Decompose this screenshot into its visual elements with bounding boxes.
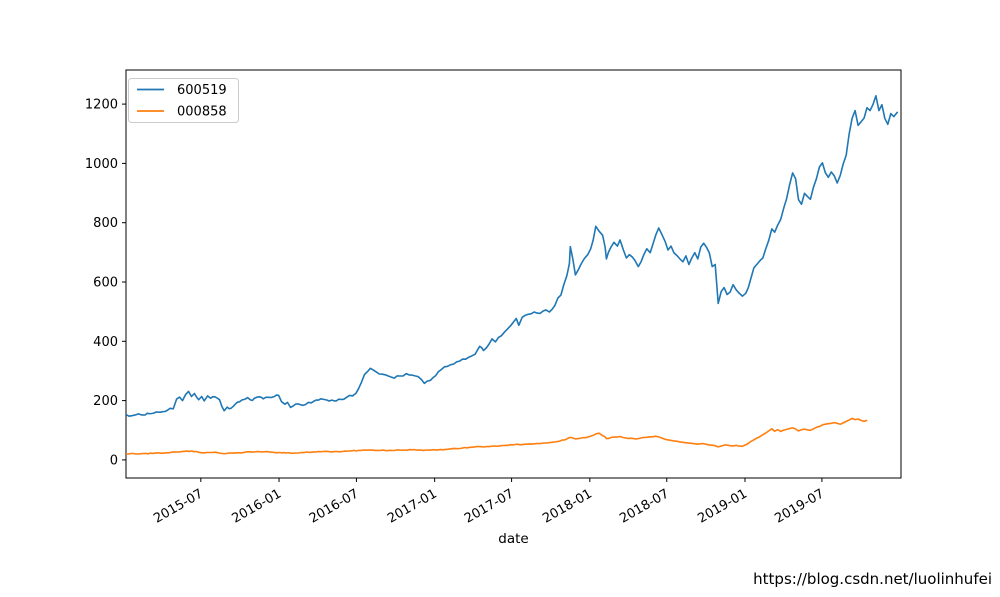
legend-label-600519: 600519: [177, 83, 227, 98]
y-tick-label: 600: [93, 276, 118, 291]
series-group: [126, 95, 898, 455]
plot-border: [125, 69, 902, 479]
y-tick-label: 1200: [85, 98, 118, 113]
series-line-000858: [126, 417, 868, 455]
x-axis-label: date: [498, 531, 528, 547]
watermark: https://blog.csdn.net/luolinhufei: [753, 570, 992, 588]
legend: 600519 000858: [128, 78, 239, 123]
y-tick-label: 0: [110, 453, 118, 468]
y-tick-label: 200: [93, 394, 118, 409]
series-line-600519: [126, 95, 898, 417]
legend-label-000858: 000858: [177, 105, 227, 120]
y-tick-label: 1000: [85, 157, 118, 172]
y-tick-label: 400: [93, 335, 118, 350]
y-axis: 0 200 400 600 800 1000 1200: [85, 98, 126, 468]
y-tick-label: 800: [93, 216, 118, 231]
